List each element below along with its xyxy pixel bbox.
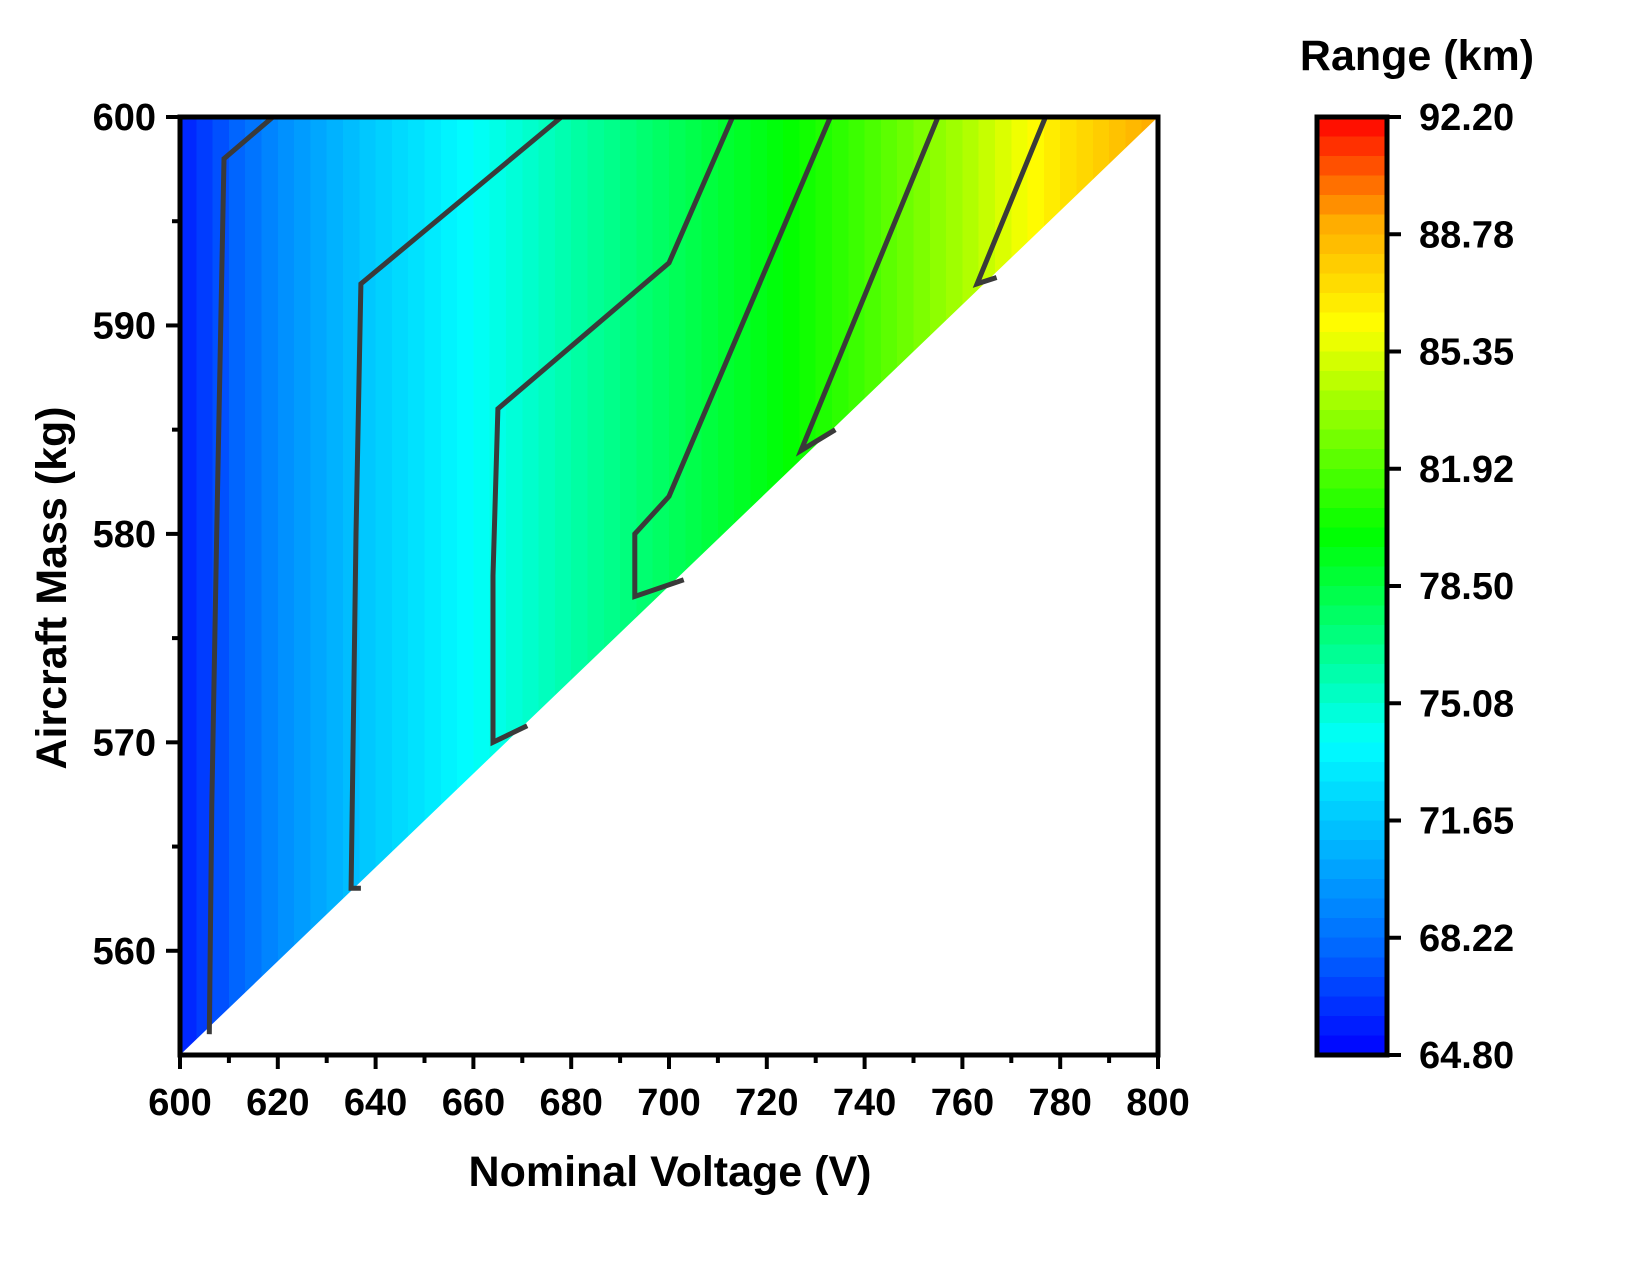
x-tick-label: 760 bbox=[931, 1082, 994, 1124]
y-tick-label: 580 bbox=[93, 514, 156, 556]
colorbar-tick-label: 71.65 bbox=[1419, 801, 1514, 843]
colorbar-title: Range (km) bbox=[1300, 32, 1534, 80]
x-tick-label: 700 bbox=[637, 1082, 700, 1124]
x-tick-label: 620 bbox=[246, 1082, 309, 1124]
x-tick-label: 780 bbox=[1028, 1082, 1091, 1124]
y-axis: 560 570 580 590 600 bbox=[93, 97, 180, 973]
plot-area bbox=[177, 114, 1161, 1058]
y-tick-label: 590 bbox=[93, 305, 156, 347]
contour-line-2 bbox=[348, 115, 563, 891]
y-tick-label: 560 bbox=[93, 931, 156, 973]
colorbar-tick-label: 88.78 bbox=[1419, 214, 1514, 256]
colorbar-ticks: 64.80 68.22 71.65 75.08 78.50 81.92 85.35 88.78… bbox=[1387, 97, 1514, 1077]
colorbar-gradient-bar bbox=[1314, 114, 1390, 1058]
x-tick-label: 740 bbox=[833, 1082, 896, 1124]
x-tick-label: 640 bbox=[344, 1082, 407, 1124]
x-tick-label: 720 bbox=[735, 1082, 798, 1124]
contour-line-4 bbox=[632, 116, 833, 600]
x-tick-label: 600 bbox=[148, 1082, 211, 1124]
colorbar-tick-label: 68.22 bbox=[1419, 918, 1514, 960]
contour-line-3 bbox=[490, 116, 735, 747]
x-tick-label: 800 bbox=[1126, 1082, 1189, 1124]
x-tick-label: 680 bbox=[539, 1082, 602, 1124]
y-tick-label: 600 bbox=[93, 97, 156, 139]
colorbar-tick-label: 64.80 bbox=[1419, 1035, 1514, 1077]
contour-lines bbox=[206, 115, 1048, 1035]
colorbar-tick-label: 78.50 bbox=[1419, 566, 1514, 608]
colorbar-tick-label: 75.08 bbox=[1419, 683, 1514, 725]
colorbar-tick-label: 92.20 bbox=[1419, 97, 1514, 139]
contour-line-6 bbox=[972, 116, 1048, 288]
colorbar: Range (km) 64.80 68.22 71.65 75.08 78.50 81.9… bbox=[1300, 32, 1534, 1077]
colorbar-tick-label: 85.35 bbox=[1419, 332, 1514, 374]
contour-line-1 bbox=[206, 115, 275, 1035]
x-tick-label: 660 bbox=[442, 1082, 505, 1124]
y-axis-title: Aircraft Mass (kg) bbox=[28, 406, 76, 769]
contour-line-5 bbox=[795, 116, 941, 457]
x-axis-title: Nominal Voltage (V) bbox=[469, 1148, 872, 1196]
colorbar-tick-label: 81.92 bbox=[1419, 449, 1514, 491]
x-axis: 600 620 640 660 680 700 720 740 760 780 800 bbox=[148, 1055, 1190, 1124]
y-tick-label: 570 bbox=[93, 722, 156, 764]
